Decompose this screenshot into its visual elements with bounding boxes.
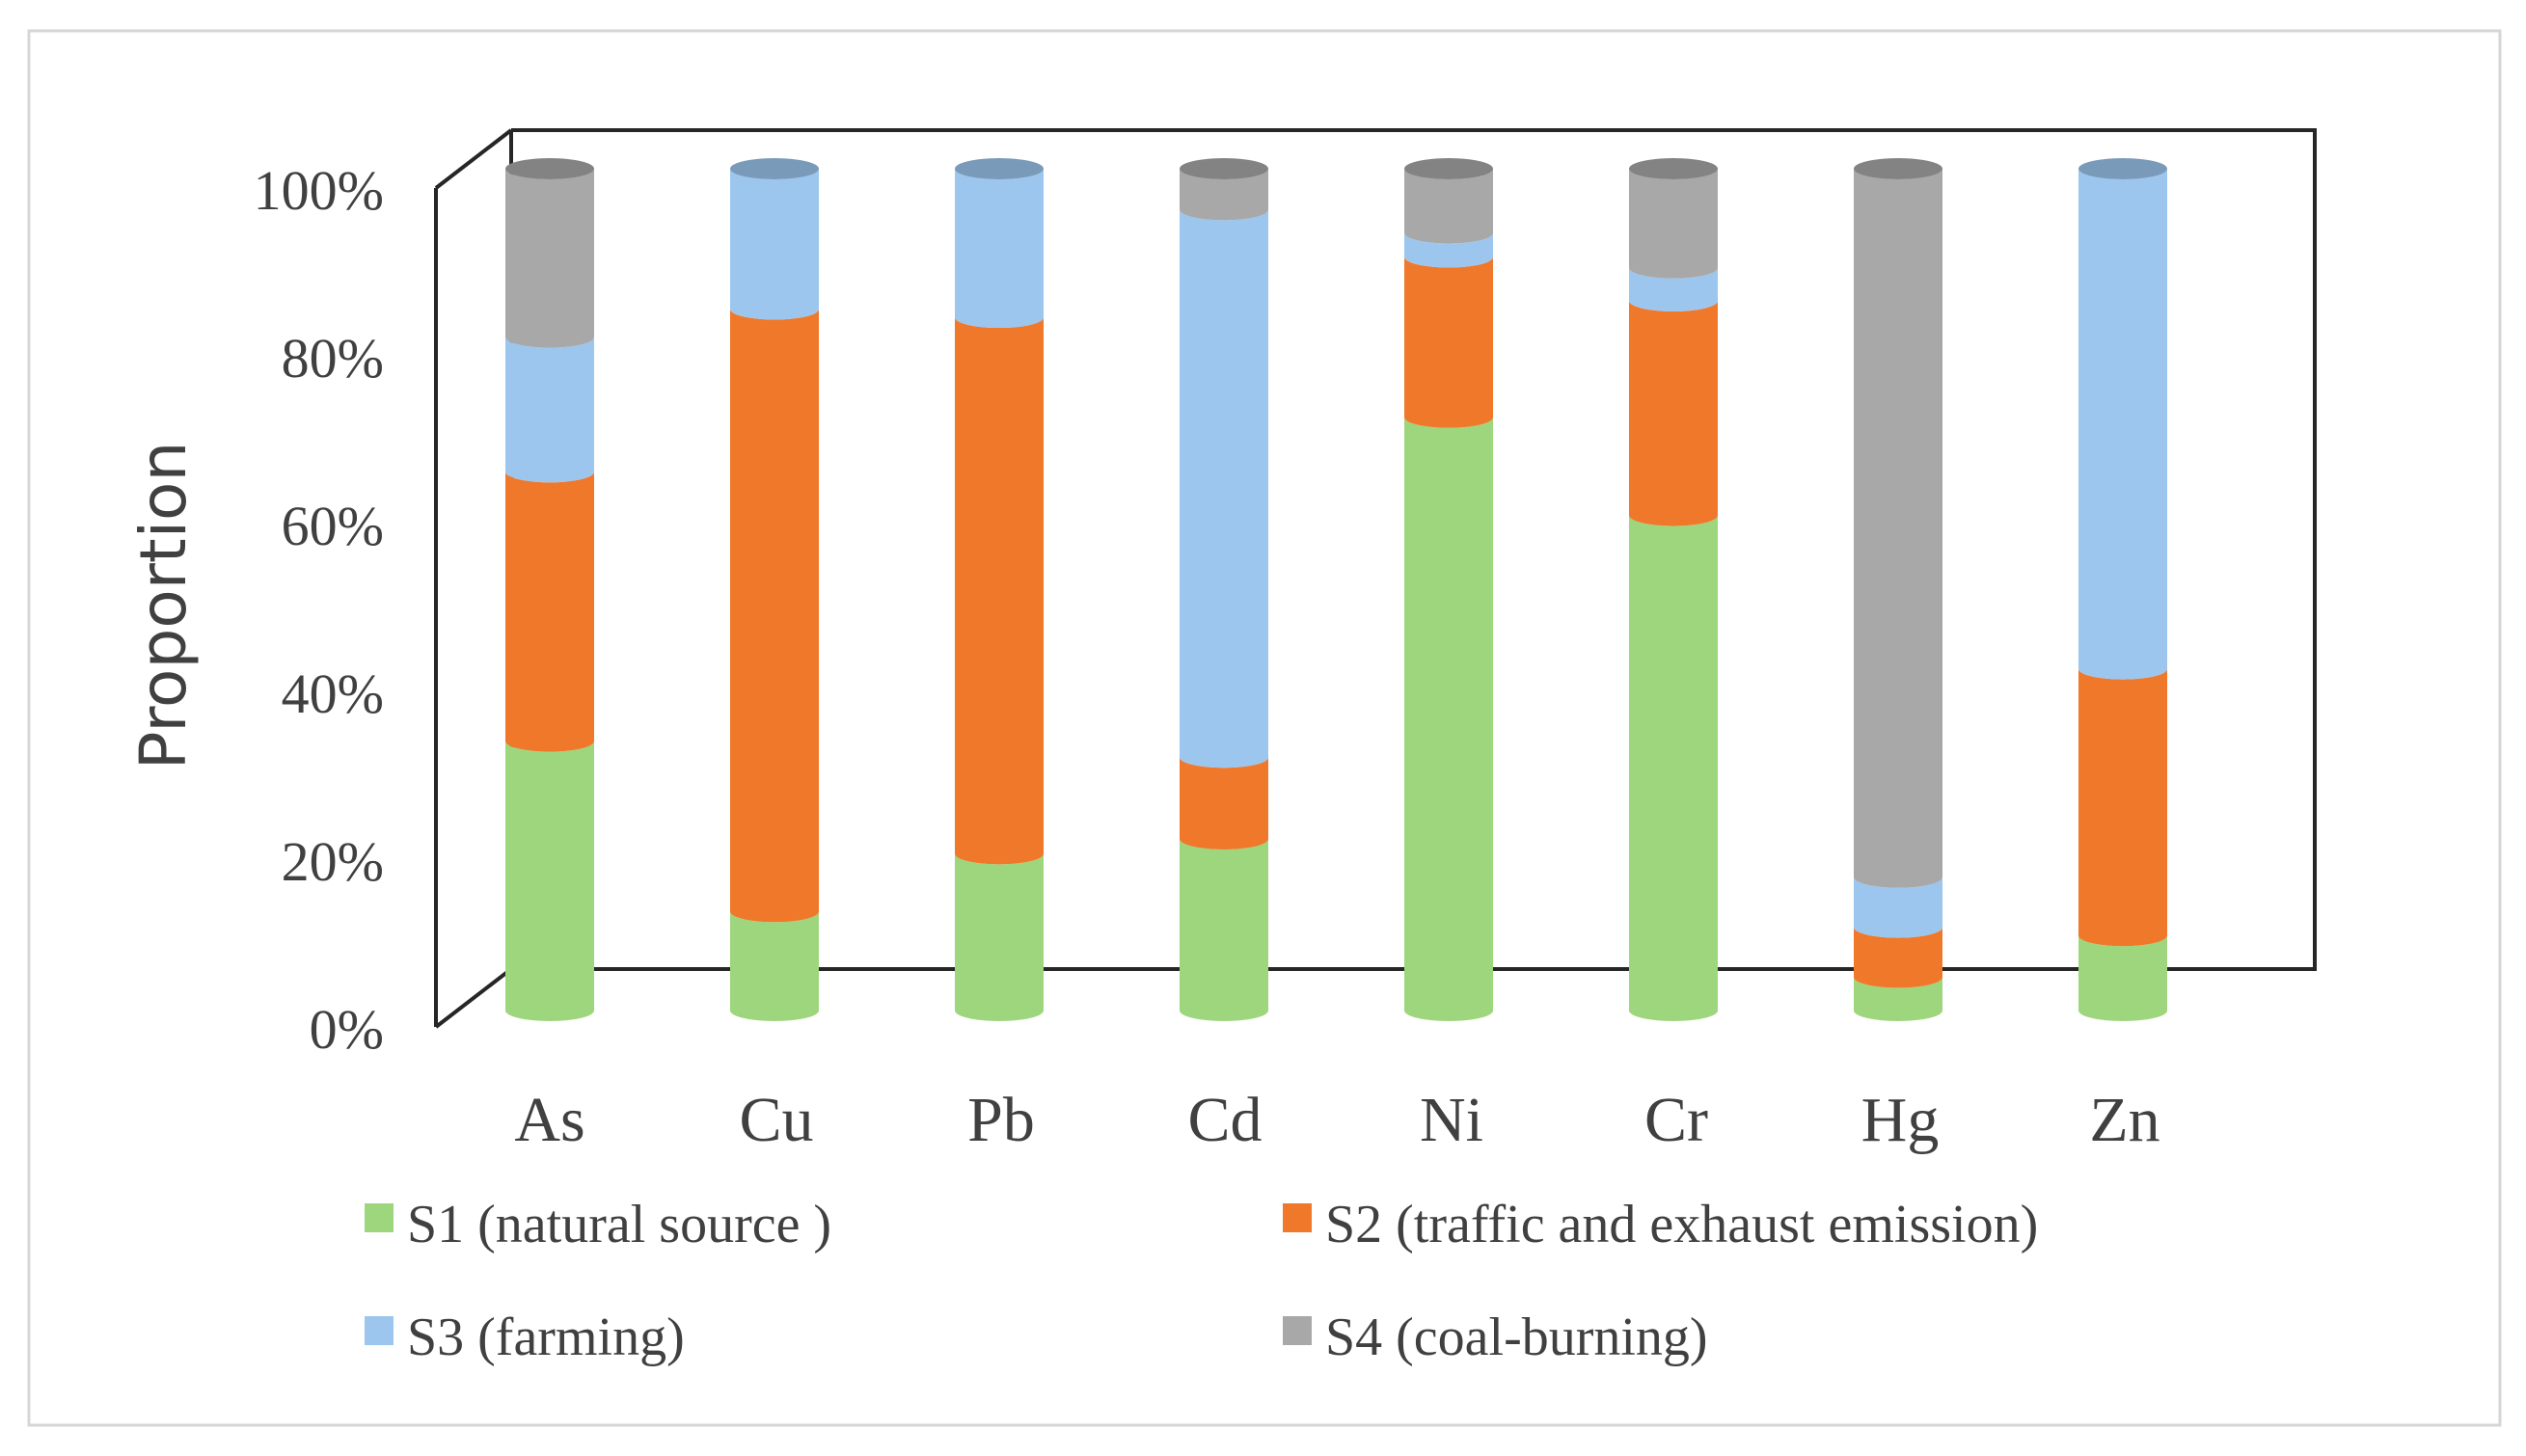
bars-group (505, 158, 2167, 1021)
category-labels: As Cu Pb Cd Ni Cr Hg Zn (514, 1085, 2159, 1155)
bar-segment-cd-s1 (1180, 839, 1268, 1021)
y-axis-ticks: 0% 20% 40% 60% 80% 100% (254, 159, 384, 1061)
bar-segment-cu-s2 (730, 309, 819, 923)
bar-segment-as-s2 (505, 472, 594, 752)
bar-segment-zn-s3 (2078, 169, 2167, 680)
top-depth-line (434, 128, 513, 190)
bar-segment-ni-s4 (1404, 169, 1493, 244)
bar-segment-cu-s1 (730, 911, 819, 1021)
y-tick-label: 0% (310, 998, 384, 1061)
bar-segment-pb-s3 (955, 169, 1044, 329)
bar-segment-cu-s3 (730, 169, 819, 320)
bar-top-cap-as (505, 158, 594, 179)
legend-swatch (1283, 1203, 1312, 1232)
bar-top-cap-cu (730, 158, 819, 179)
legend-label: S4 (coal-burning) (1325, 1308, 1708, 1367)
bar-segment-ni-s1 (1404, 417, 1493, 1021)
category-label: As (514, 1085, 584, 1155)
bar-segment-zn-s1 (2078, 935, 2167, 1021)
bar-segment-hg-s2 (1854, 927, 1942, 988)
bar-top-cap-hg (1854, 158, 1942, 179)
bar-segment-hg-s3 (1854, 876, 1942, 938)
bar-segment-cr-s4 (1629, 169, 1718, 279)
bar-segment-pb-s1 (955, 853, 1044, 1021)
category-label: Cd (1187, 1085, 1262, 1155)
y-tick-label: 20% (282, 830, 384, 893)
legend: S1 (natural source ) S2 (traffic and exh… (365, 1195, 2038, 1367)
bar-segment-pb-s2 (955, 317, 1044, 865)
legend-label: S3 (farming) (407, 1308, 685, 1367)
bar-segment-cd-s2 (1180, 757, 1268, 850)
legend-swatch (365, 1316, 394, 1345)
category-label: Pb (967, 1085, 1035, 1155)
bar-segment-ni-s2 (1404, 256, 1493, 428)
bottom-depth-line (434, 967, 513, 1029)
bar-top-cap-cr (1629, 158, 1718, 179)
bar-segment-as-s1 (505, 741, 594, 1021)
y-tick-label: 60% (282, 495, 384, 557)
bar-segment-hg-s1 (1854, 977, 1942, 1021)
y-tick-label: 100% (254, 159, 384, 222)
bar-top-cap-cd (1180, 158, 1268, 179)
category-label: Cu (739, 1085, 813, 1155)
category-label: Hg (1861, 1085, 1940, 1155)
legend-label: S2 (traffic and exhaust emission) (1325, 1195, 2038, 1254)
y-axis-title: Proportion (126, 442, 201, 770)
bar-segment-cr-s1 (1629, 515, 1718, 1021)
bar-segment-as-s3 (505, 337, 594, 483)
bar-segment-ni-s3 (1404, 232, 1493, 268)
category-label: Cr (1644, 1085, 1708, 1155)
legend-label: S1 (natural source ) (407, 1195, 831, 1254)
bar-segment-zn-s2 (2078, 668, 2167, 947)
y-tick-label: 80% (282, 327, 384, 390)
bar-segment-cd-s3 (1180, 209, 1268, 768)
y-tick-label: 40% (282, 662, 384, 725)
bar-segment-cr-s2 (1629, 300, 1718, 526)
category-label: Ni (1420, 1085, 1483, 1155)
bar-segment-as-s4 (505, 169, 594, 348)
category-label: Zn (2089, 1085, 2159, 1155)
legend-swatch (1283, 1316, 1312, 1345)
bar-top-cap-zn (2078, 158, 2167, 179)
bar-top-cap-ni (1404, 158, 1493, 179)
legend-swatch (365, 1203, 394, 1232)
bar-segment-hg-s4 (1854, 169, 1942, 888)
bar-top-cap-pb (955, 158, 1044, 179)
bar-segment-cd-s4 (1180, 169, 1268, 221)
bar-segment-cr-s3 (1629, 267, 1718, 311)
